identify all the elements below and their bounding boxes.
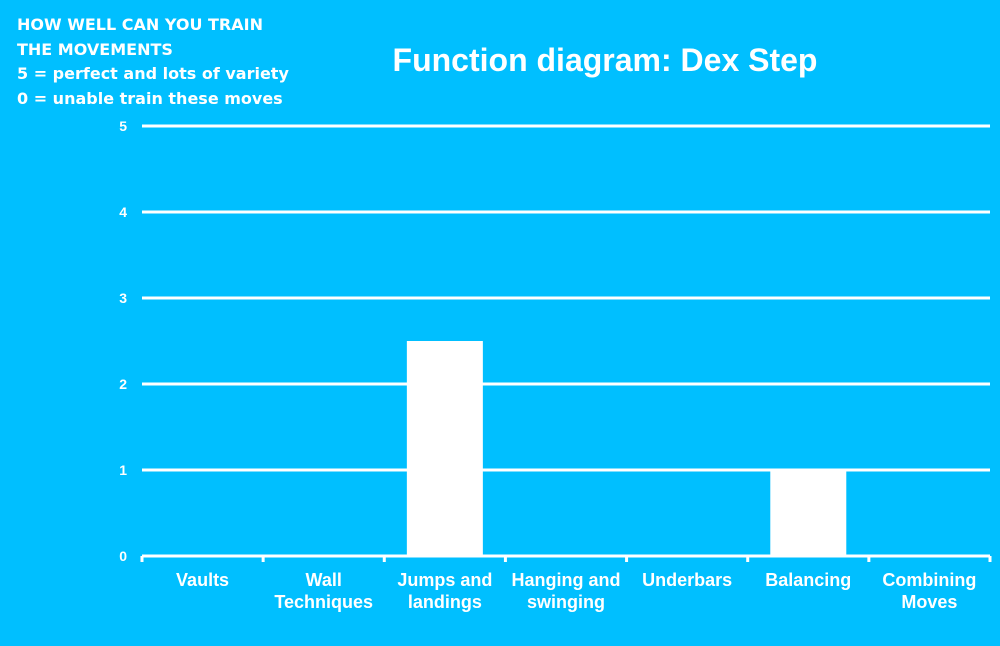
y-tick-label: 0 [119, 548, 127, 564]
y-tick-label: 1 [119, 462, 127, 478]
note-line: HOW WELL CAN YOU TRAIN [17, 15, 263, 34]
chart-title: Function diagram: Dex Step [392, 42, 818, 78]
x-tick-label: Wall [306, 570, 342, 590]
bar-3 [406, 341, 483, 556]
x-tick-label: landings [408, 592, 482, 612]
x-tick-label: swinging [527, 592, 605, 612]
x-tick-label: Techniques [274, 592, 373, 612]
rating-scale-note: HOW WELL CAN YOU TRAIN THE MOVEMENTS 5 =… [17, 13, 289, 111]
x-tick-label: Balancing [765, 570, 851, 590]
y-tick-label: 5 [119, 118, 127, 134]
x-tick-label: Hanging and [512, 570, 621, 590]
y-tick-label: 2 [119, 376, 127, 392]
x-tick-label: Combining [882, 570, 976, 590]
note-line: THE MOVEMENTS [17, 39, 173, 59]
x-tick-label: Jumps and [397, 570, 492, 590]
note-line: 5 = perfect and lots of variety [17, 64, 289, 83]
x-tick-label: Moves [901, 592, 957, 612]
note-line: 0 = unable train these moves [17, 88, 283, 108]
x-tick-label: Vaults [176, 570, 229, 590]
y-tick-label: 4 [119, 204, 127, 220]
bar-6 [770, 470, 847, 556]
x-tick-label: Underbars [642, 570, 732, 590]
y-tick-label: 3 [119, 290, 127, 306]
